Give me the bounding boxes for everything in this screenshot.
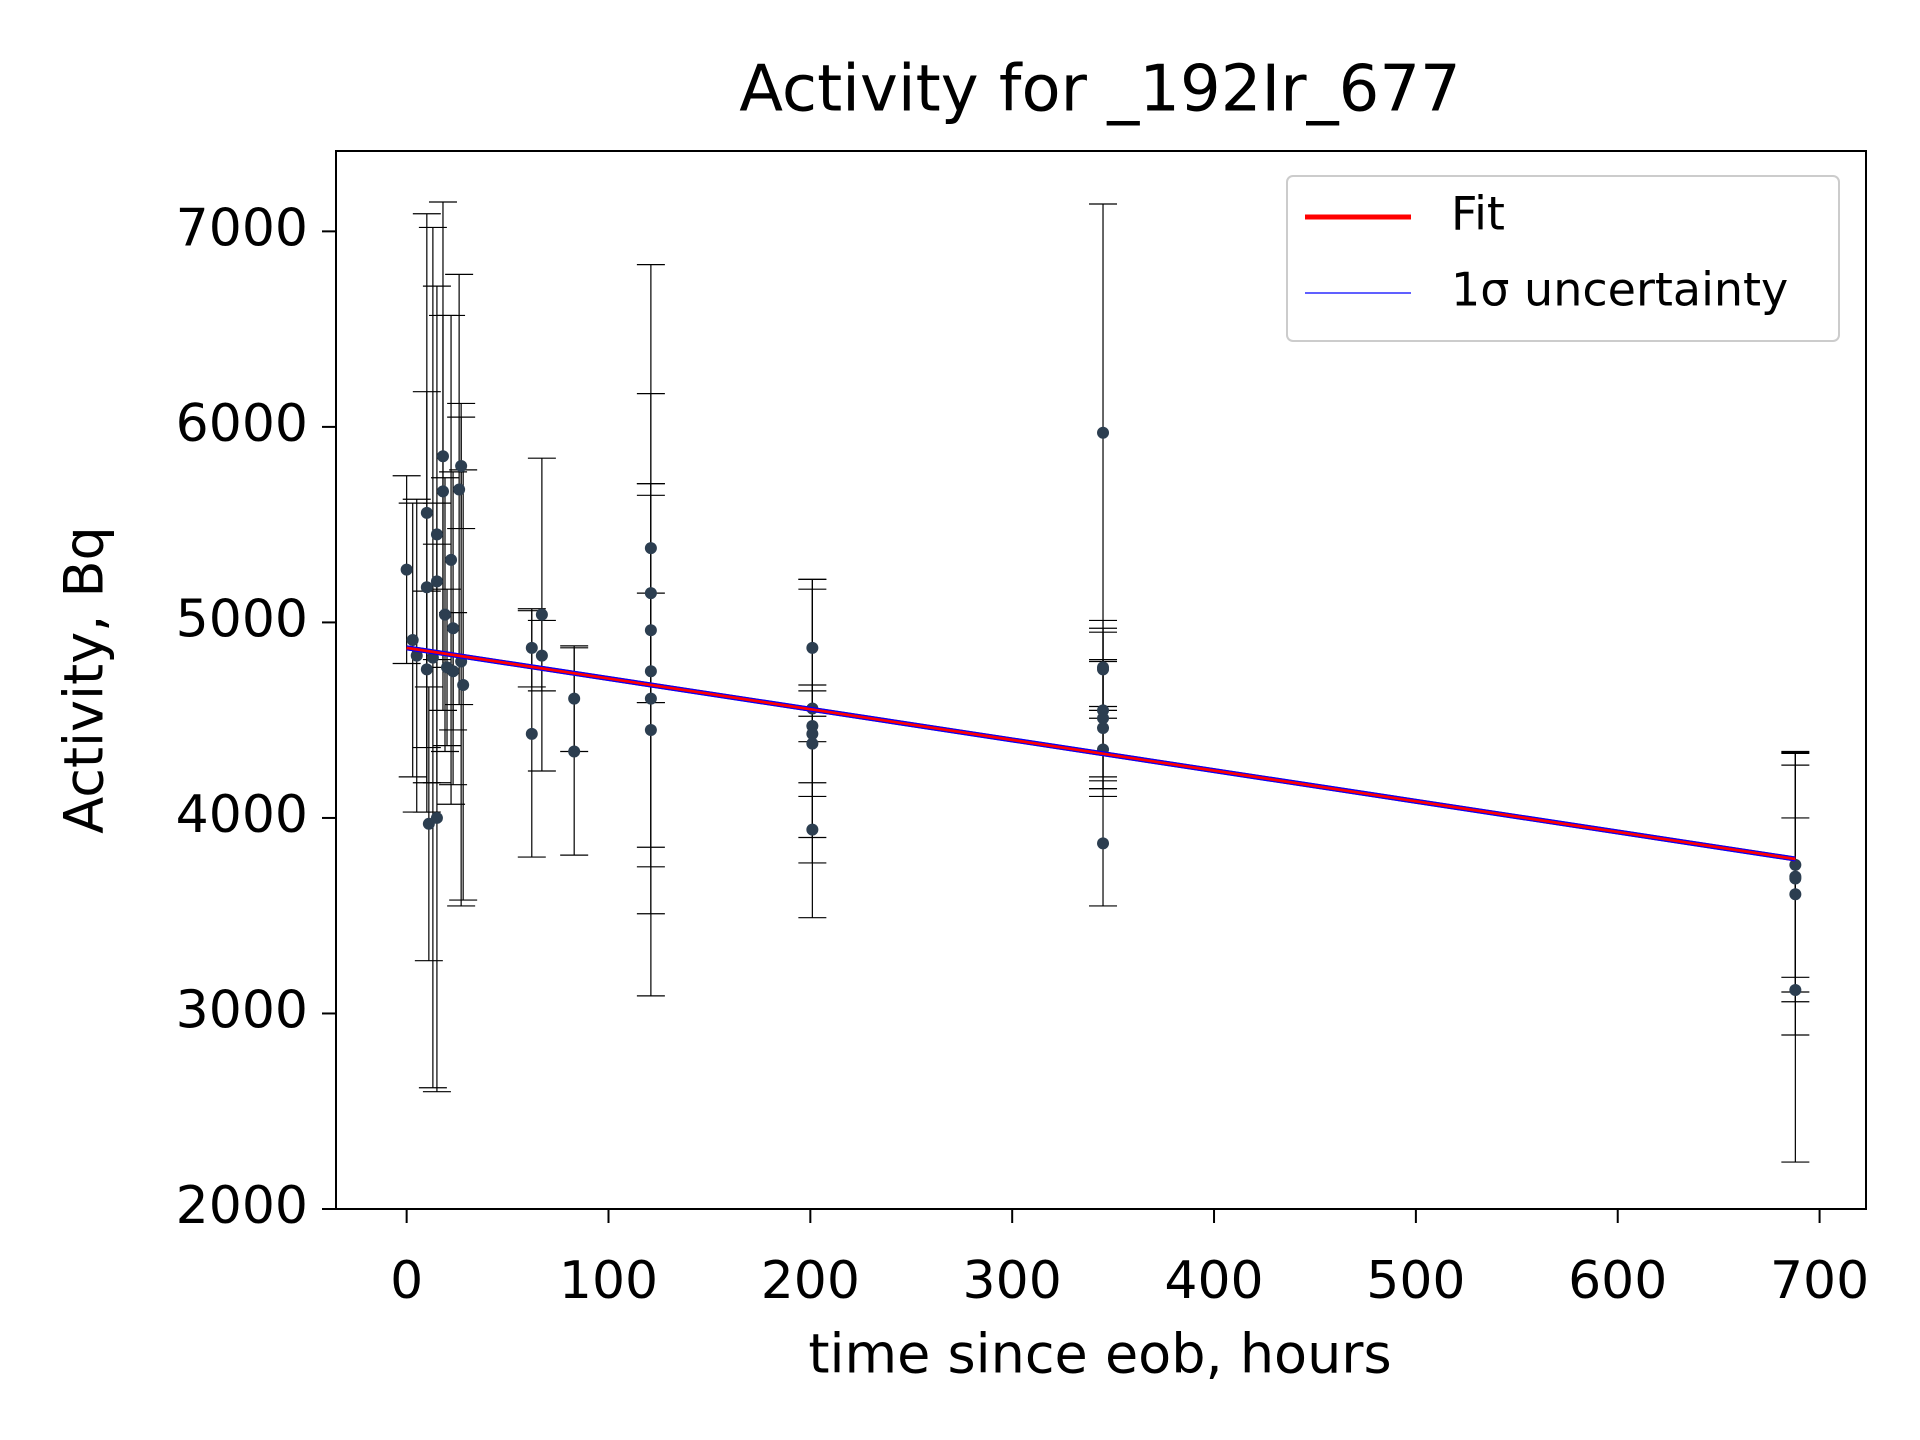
- x-tick-label: 600: [1568, 1251, 1667, 1311]
- data-point: [644, 542, 657, 555]
- y-tick-label: 3000: [176, 980, 308, 1040]
- data-point: [400, 563, 413, 576]
- plot-frame: [335, 150, 1867, 1210]
- data-point: [430, 811, 443, 824]
- data-point: [1097, 663, 1110, 676]
- legend-label: 1σ uncertainty: [1451, 263, 1788, 317]
- data-point: [436, 485, 449, 498]
- legend-box: [1286, 175, 1840, 342]
- data-point: [438, 608, 451, 621]
- data-point: [447, 622, 460, 635]
- data-point: [436, 450, 449, 463]
- x-axis-label: time since eob, hours: [808, 1323, 1391, 1386]
- data-point: [430, 575, 443, 588]
- data-point: [1789, 984, 1802, 997]
- data-point: [806, 823, 819, 836]
- y-tick-label: 2000: [176, 1176, 308, 1236]
- data-point: [420, 506, 433, 519]
- data-point: [806, 727, 819, 740]
- data-point: [1097, 722, 1110, 735]
- data-point: [525, 727, 538, 740]
- data-point: [568, 745, 581, 758]
- x-tick-label: 100: [559, 1251, 658, 1311]
- y-tick-label: 5000: [176, 589, 308, 649]
- data-point: [644, 723, 657, 736]
- data-point: [644, 665, 657, 678]
- data-point: [410, 649, 423, 662]
- x-tick-label: 200: [761, 1251, 860, 1311]
- x-tick-label: 500: [1366, 1251, 1465, 1311]
- data-point: [457, 678, 470, 691]
- y-axis-label: Activity, Bq: [53, 526, 116, 834]
- data-point: [455, 459, 468, 472]
- data-point: [406, 634, 419, 647]
- data-point: [1789, 888, 1802, 901]
- data-point: [420, 581, 433, 594]
- data-point: [535, 608, 548, 621]
- data-point: [447, 665, 460, 678]
- legend-label: Fit: [1451, 187, 1505, 241]
- data-point: [445, 553, 458, 566]
- y-tick-label: 4000: [176, 785, 308, 845]
- data-point: [1789, 858, 1802, 871]
- data-point: [644, 624, 657, 637]
- data-point: [535, 649, 548, 662]
- x-tick-label: 0: [390, 1251, 423, 1311]
- y-tick-label: 6000: [176, 394, 308, 454]
- data-point: [1097, 426, 1110, 439]
- uncertainty-line: [406, 645, 1796, 858]
- data-point: [525, 641, 538, 654]
- data-point: [1097, 837, 1110, 850]
- data-point: [806, 737, 819, 750]
- chart-title: Activity for _192Ir_677: [739, 53, 1461, 127]
- data-point: [568, 692, 581, 705]
- uncertainty-line: [406, 649, 1796, 862]
- x-tick-label: 700: [1770, 1251, 1869, 1311]
- data-point: [430, 528, 443, 541]
- data-point: [1789, 872, 1802, 885]
- data-point: [644, 587, 657, 600]
- data-point: [453, 483, 466, 496]
- fit-line: [406, 645, 1796, 862]
- data-point: [644, 692, 657, 705]
- x-tick-label: 300: [963, 1251, 1062, 1311]
- data-point: [806, 641, 819, 654]
- data-point: [1097, 712, 1110, 725]
- y-tick-label: 7000: [176, 198, 308, 258]
- x-tick-label: 400: [1164, 1251, 1263, 1311]
- data-point: [420, 663, 433, 676]
